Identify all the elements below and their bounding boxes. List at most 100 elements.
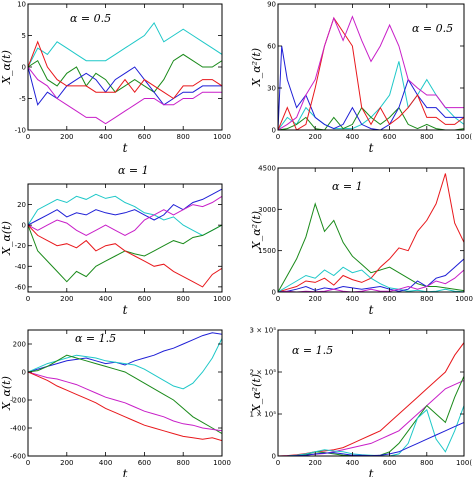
x-tick-label: 800 (420, 295, 433, 303)
x-tick-label: 100( (456, 459, 472, 467)
x-axis-label: t (123, 467, 128, 477)
x-tick-label: 400 (346, 295, 359, 303)
series-line-blue (28, 188, 222, 226)
x-tick-label: 400 (346, 133, 359, 141)
x-tick-label: 600 (138, 459, 151, 467)
panel-middle-left: 0 200 400 600 800 1000 -60 -40 -20 0 20 t X_α(t) α = … (0, 164, 231, 317)
y-tick-label: 0 (22, 369, 26, 377)
x-tick-label: 600 (138, 295, 151, 303)
x-tick-label: 800 (177, 295, 190, 303)
x-tick-label: 1000 (213, 133, 231, 141)
series-line-cyan (278, 266, 464, 292)
axes-frame (277, 167, 465, 293)
x-tick-label: 200 (309, 459, 322, 467)
alpha-annotation: α = 1 (332, 180, 363, 193)
series-line-blue (278, 258, 464, 292)
y-tick-label: 2 × 10⁵ (250, 369, 277, 377)
series-line-blue (28, 66, 222, 106)
y-tick-label: -10 (15, 127, 26, 135)
x-tick-label: 0 (26, 459, 30, 467)
x-tick-label: 600 (383, 459, 396, 467)
x-tick-label: 1000 (213, 459, 231, 467)
y-tick-label: -200 (10, 397, 26, 405)
y-axis-label: X_α²(t) (250, 211, 263, 250)
x-tick-label: 200 (309, 295, 322, 303)
y-axis-label: X_α²(t) (250, 48, 263, 87)
x-tick-label: 600 (138, 133, 151, 141)
y-tick-label: 3 × 10⁵ (250, 327, 277, 335)
y-tick-label: 4500 (258, 165, 276, 173)
series-line-magenta (28, 195, 222, 236)
x-tick-label: 200 (60, 295, 73, 303)
series-line-magenta (278, 269, 464, 292)
series-line-red (28, 224, 222, 288)
series-line-blue (28, 332, 222, 373)
y-tick-label: 60 (267, 43, 276, 51)
alpha-annotation: α = 0.5 (70, 12, 111, 25)
x-axis-label: t (369, 141, 374, 155)
y-axis-label: X_α(t) (0, 50, 13, 85)
x-tick-label: 0 (26, 295, 30, 303)
y-tick-label: -5 (19, 95, 26, 103)
series-line-green (28, 354, 222, 435)
series-line-red (278, 16, 464, 130)
x-tick-label: 400 (99, 133, 112, 141)
axes-frame (277, 329, 465, 457)
alpha-annotation: α = 1.5 (292, 344, 333, 357)
y-tick-label: 0 (272, 453, 276, 461)
series-line-cyan (28, 338, 222, 390)
x-tick-label: 800 (420, 459, 433, 467)
x-tick-label: 200 (309, 133, 322, 141)
series-line-cyan (278, 405, 464, 456)
alpha-annotation: α = 1 (118, 164, 149, 177)
panel-middle-right: 0 200 400 600 800 1000 0 1500 3000 4500 t X_α²(t) α … (250, 165, 473, 318)
series-line-red (28, 371, 222, 442)
series-line-cyan (28, 193, 222, 236)
x-tick-label: 400 (99, 295, 112, 303)
panel-top-left: 0 200 400 600 800 1000 -10 -5 0 5 10 t X_α(t) α = 0.5 (0, 1, 231, 156)
y-tick-label: 90 (267, 1, 276, 9)
series-line-red (278, 173, 464, 292)
series-line-cyan (28, 21, 222, 68)
y-tick-label: 0 (22, 222, 26, 230)
y-axis-label: X_α(t) (0, 221, 13, 256)
series-line-blue (278, 45, 464, 130)
y-tick-label: 30 (267, 85, 276, 93)
x-axis-label: t (369, 467, 374, 477)
y-tick-label: 0 (272, 289, 276, 297)
y-tick-label: -60 (15, 283, 26, 291)
panel-bottom-right: 0 200 400 600 800 100(0 1 × 10⁵ 2 × 10⁵ 3 × 10⁵ t… (250, 327, 473, 477)
axes-frame (277, 3, 465, 131)
alpha-annotation: α = 0.5 (412, 22, 453, 35)
y-tick-label: 200 (13, 341, 26, 349)
series-line-green (278, 106, 464, 130)
x-tick-label: 800 (177, 459, 190, 467)
series-line-magenta (278, 379, 464, 456)
y-tick-label: 0 (22, 64, 26, 72)
y-tick-label: 10 (17, 1, 26, 9)
x-tick-label: 600 (383, 295, 396, 303)
panel-bottom-left: 0 200 400 600 800 1000 -600 -400 -200 0 200 t X_α(t)… (0, 329, 231, 477)
series-line-green (278, 375, 464, 456)
x-tick-label: 400 (346, 459, 359, 467)
axes-frame (27, 183, 223, 293)
series-line-magenta (28, 371, 222, 432)
x-tick-label: 200 (60, 459, 73, 467)
series-line-green (278, 202, 464, 292)
x-tick-label: 400 (99, 459, 112, 467)
series-line-green (28, 224, 222, 283)
y-tick-label: 1 × 10⁵ (250, 411, 277, 419)
y-tick-label: 5 (22, 32, 26, 40)
x-tick-label: 1000 (455, 295, 473, 303)
y-axis-label: X_α(t) (0, 376, 13, 411)
x-axis-label: t (369, 303, 374, 317)
panel-top-right: 0 200 400 600 800 100(0 30 60 90 t X_α²(t) α = 0.5 (250, 1, 472, 156)
series-line-magenta (28, 66, 222, 125)
x-tick-label: 0 (276, 133, 280, 141)
axes-frame (27, 329, 223, 457)
alpha-annotation: α = 1.5 (75, 332, 116, 345)
y-tick-label: 3000 (258, 206, 276, 214)
y-tick-label: -400 (10, 425, 26, 433)
series-line-red (28, 40, 222, 100)
